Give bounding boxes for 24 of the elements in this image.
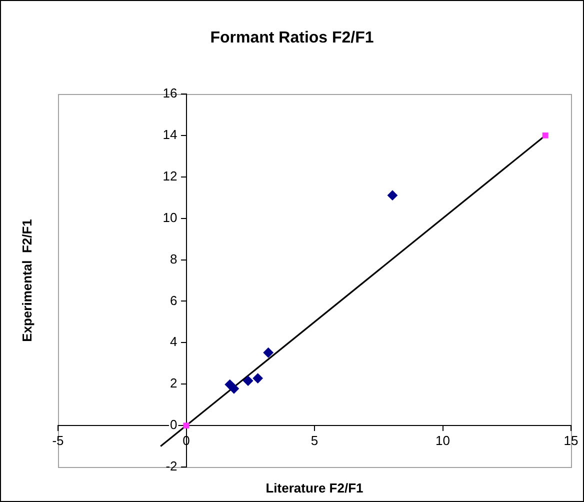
x-tick-label: -5 xyxy=(52,432,64,448)
y-tick-label: 8 xyxy=(170,251,178,266)
x-tick-label: 5 xyxy=(310,432,318,448)
y-tick-label: 14 xyxy=(162,127,178,142)
x-tick-label: 15 xyxy=(564,432,578,448)
y-tick-label: 2 xyxy=(170,376,178,391)
chart-title: Formant Ratios F2/F1 xyxy=(210,29,374,46)
y-tick-label: 4 xyxy=(170,334,178,350)
point xyxy=(228,384,239,394)
point xyxy=(252,373,263,384)
y-tick-label: 10 xyxy=(162,210,178,225)
y-tick-label: 16 xyxy=(162,86,178,101)
point xyxy=(387,190,398,200)
point xyxy=(542,132,548,138)
x-tick-label: 10 xyxy=(436,432,450,448)
x-axis-title: Literature F2/F1 xyxy=(266,480,364,496)
y-tick-label: -2 xyxy=(166,458,178,474)
point xyxy=(183,422,190,429)
y-tick-label: 0 xyxy=(170,417,178,432)
y-axis-title: Experimental F2/F1 xyxy=(20,219,35,342)
y-tick-label: 6 xyxy=(170,292,178,308)
point xyxy=(243,376,254,386)
point xyxy=(263,348,274,358)
y-tick-label: 12 xyxy=(162,168,178,184)
